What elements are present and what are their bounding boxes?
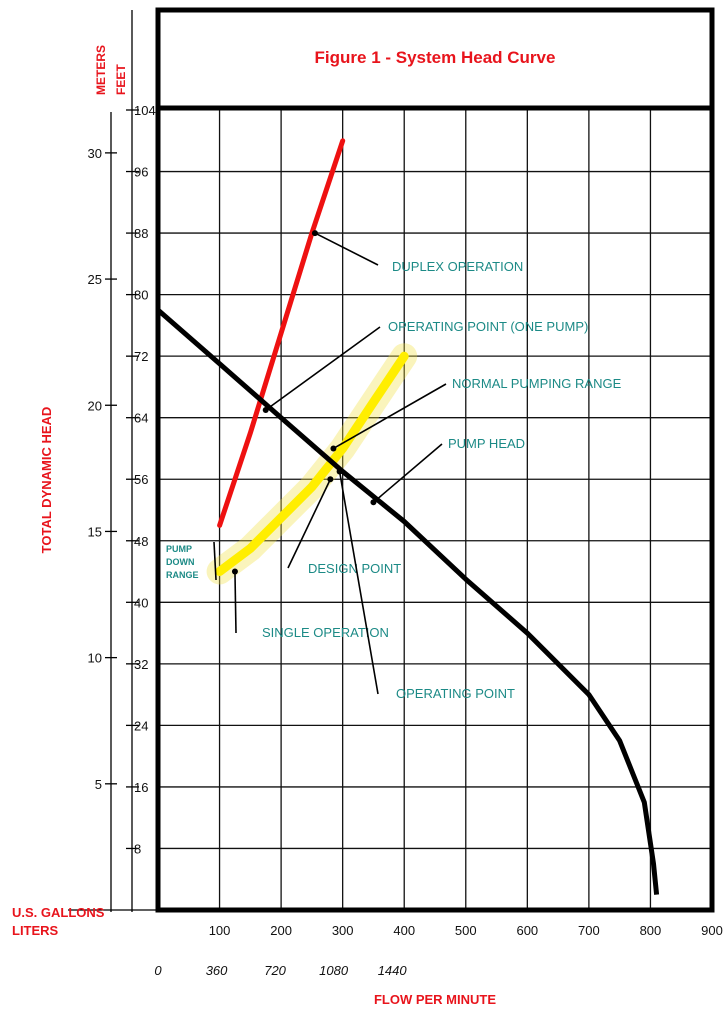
annotation-leader [234, 571, 237, 634]
annotation-label: SINGLE OPERATION [262, 625, 389, 640]
meters-tick-label: 25 [88, 272, 102, 287]
normal-range-line [215, 351, 409, 576]
annotation-arrowhead [311, 230, 318, 237]
liters-tick-label: 0 [154, 963, 162, 978]
annotation-arrowhead [330, 445, 337, 452]
meters-tick-label: 15 [88, 524, 102, 539]
gallons-tick-label: 800 [640, 923, 662, 938]
x-axis-title: FLOW PER MINUTE [374, 992, 496, 1007]
pump-head-line [156, 308, 660, 895]
annotation-leader [287, 478, 332, 569]
liters-tick-label: 720 [264, 963, 286, 978]
annotation-label: PUMP [166, 544, 192, 554]
feet-tick-labels: 104 96 88 80 72 64 56 48 40 32 24 16 8 [126, 103, 156, 856]
feet-tick-label: 32 [134, 657, 148, 672]
gallons-tick-label: 100 [209, 923, 231, 938]
annotation-label: DUPLEX OPERATION [392, 259, 523, 274]
annotation-label: RANGE [166, 570, 199, 580]
gallons-tick-label: 300 [332, 923, 354, 938]
annotation-label: DOWN [166, 557, 195, 567]
meters-unit-label: METERS [94, 45, 108, 95]
feet-tick-label: 8 [134, 841, 141, 856]
feet-tick-label: 24 [134, 718, 148, 733]
liters-tick-label: 1440 [378, 963, 408, 978]
gallons-tick-label: 200 [270, 923, 292, 938]
feet-tick-label: 64 [134, 411, 148, 426]
series-layer [156, 138, 660, 895]
annotation-arrowhead [231, 568, 238, 575]
annotation-arrowhead [336, 468, 343, 475]
meters-tick-label: 20 [88, 398, 102, 413]
feet-tick-label: 96 [134, 165, 148, 180]
annotation-bracket [213, 541, 217, 581]
grid-layer [158, 110, 712, 910]
annotation-leader [333, 383, 447, 450]
liters-tick-label: 360 [206, 963, 228, 978]
gallons-tick-labels: 100 200 300 400 500 600 700 800 900 [209, 923, 723, 938]
feet-tick-label: 48 [134, 534, 148, 549]
duplex-operation-line [217, 138, 346, 528]
gallons-tick-label: 900 [701, 923, 723, 938]
chart-title: Figure 1 - System Head Curve [315, 48, 556, 67]
gallons-unit-label: U.S. GALLONS [12, 905, 105, 920]
feet-tick-label: 88 [134, 226, 148, 241]
annotation-label: OPERATING POINT (ONE PUMP) [388, 319, 588, 334]
annotation-label: DESIGN POINT [308, 561, 401, 576]
gallons-tick-label: 600 [516, 923, 538, 938]
annotation-label: OPERATING POINT [396, 686, 515, 701]
annotation-leader [372, 443, 443, 503]
gallons-tick-label: 400 [393, 923, 415, 938]
gallons-tick-label: 500 [455, 923, 477, 938]
annotation-layer: DUPLEX OPERATION OPERATING POINT (ONE PUM… [166, 230, 622, 701]
annotation-leader [314, 232, 379, 266]
annotation-leader [338, 471, 379, 695]
meters-tick-labels: 30 25 20 15 10 5 [88, 146, 117, 792]
feet-tick-label: 56 [134, 472, 148, 487]
feet-tick-label: 72 [134, 349, 148, 364]
meters-tick-label: 10 [88, 651, 102, 666]
title-panel [155, 7, 715, 111]
feet-tick-label: 16 [134, 780, 148, 795]
meters-tick-label: 5 [95, 777, 102, 792]
gallons-tick-label: 700 [578, 923, 600, 938]
feet-unit-label: FEET [114, 64, 128, 95]
annotation-arrowhead [327, 476, 334, 483]
liters-tick-labels: 0 360 720 1080 1440 [154, 963, 407, 978]
y-axis-title: TOTAL DYNAMIC HEAD [39, 407, 54, 554]
liters-tick-label: 1080 [319, 963, 349, 978]
annotation-arrowhead [262, 407, 269, 413]
annotation-label: NORMAL PUMPING RANGE [452, 376, 622, 391]
annotation-leader [265, 326, 381, 411]
feet-tick-label: 104 [134, 103, 156, 118]
feet-tick-label: 80 [134, 288, 148, 303]
feet-tick-label: 40 [134, 595, 148, 610]
annotation-label: PUMP HEAD [448, 436, 525, 451]
liters-unit-label: LITERS [12, 923, 59, 938]
meters-tick-label: 30 [88, 146, 102, 161]
annotation-arrowhead [370, 499, 377, 506]
plot-frame [155, 105, 715, 913]
